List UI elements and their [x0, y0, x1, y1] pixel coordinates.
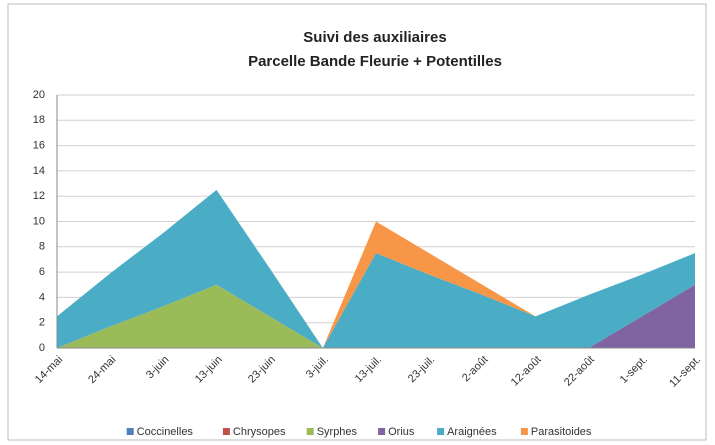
legend-swatch: [222, 428, 230, 435]
y-tick-label: 10: [33, 215, 45, 227]
legend-label: Syrphes: [317, 426, 358, 438]
area: [57, 284, 695, 348]
y-tick-label: 18: [33, 114, 45, 126]
area: [57, 189, 695, 348]
y-tick-label: 4: [39, 291, 45, 303]
legend-swatch: [306, 428, 314, 435]
chart-subtitle: Parcelle Bande Fleurie + Potentilles: [248, 53, 502, 70]
y-tick-label: 12: [33, 190, 45, 202]
y-tick-label: 0: [39, 342, 45, 354]
legend-swatch: [520, 428, 528, 435]
legend-label: Parasitoides: [531, 426, 592, 438]
area: [57, 189, 695, 348]
legend-swatch: [378, 428, 386, 435]
y-tick-label: 8: [39, 241, 45, 253]
legend-label: Coccinelles: [137, 426, 194, 438]
y-tick-label: 6: [39, 266, 45, 278]
y-tick-label: 2: [39, 317, 45, 329]
y-tick-label: 14: [33, 165, 45, 177]
y-tick-label: 16: [33, 140, 45, 152]
legend-label: Orius: [388, 426, 415, 438]
legend-label: Araignées: [447, 426, 497, 438]
legend-swatch: [126, 428, 134, 435]
y-tick-label: 20: [33, 89, 45, 101]
chart-title: Suivi des auxiliaires: [303, 29, 446, 46]
legend-label: Chrysopes: [233, 426, 286, 438]
area: [57, 284, 695, 348]
legend-swatch: [437, 428, 445, 435]
